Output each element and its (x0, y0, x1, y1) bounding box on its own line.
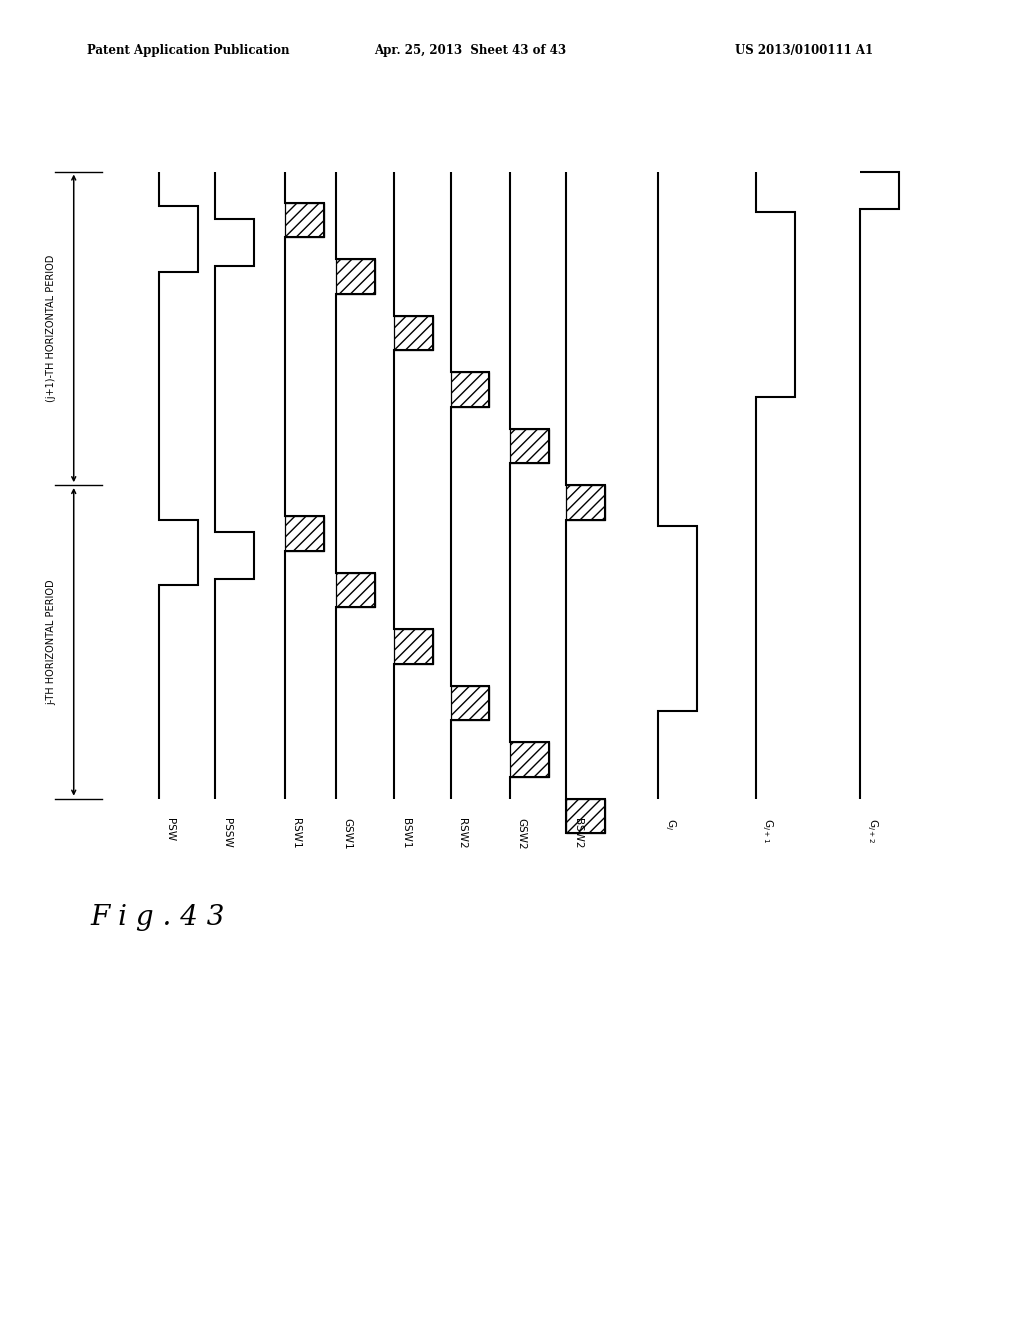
Text: F i g . 4 3: F i g . 4 3 (90, 904, 224, 931)
Text: j-TH HORIZONTAL PERIOD: j-TH HORIZONTAL PERIOD (46, 579, 56, 705)
Bar (451, 686, 489, 721)
Text: Patent Application Publication: Patent Application Publication (87, 44, 290, 57)
Text: Apr. 25, 2013  Sheet 43 of 43: Apr. 25, 2013 Sheet 43 of 43 (374, 44, 566, 57)
Bar (285, 516, 324, 550)
Bar (394, 630, 433, 664)
Bar (451, 686, 489, 721)
Text: G$_j$: G$_j$ (663, 818, 677, 830)
Bar (336, 260, 375, 294)
Text: GSW1: GSW1 (343, 818, 352, 850)
Bar (336, 573, 375, 607)
Text: G$_{j+1}$: G$_{j+1}$ (760, 818, 774, 843)
Text: PSW: PSW (166, 818, 175, 842)
Bar (336, 260, 375, 294)
Text: RSW1: RSW1 (292, 818, 301, 849)
Bar (510, 429, 549, 463)
Bar (285, 516, 324, 550)
Bar (394, 315, 433, 350)
Text: PSSW: PSSW (222, 818, 231, 849)
Bar (566, 484, 605, 520)
Bar (510, 742, 549, 776)
Bar (510, 429, 549, 463)
Bar (285, 203, 324, 238)
Bar (510, 742, 549, 776)
Text: GSW2: GSW2 (517, 818, 526, 850)
Bar (451, 372, 489, 407)
Text: (j+1)-TH HORIZONTAL PERIOD: (j+1)-TH HORIZONTAL PERIOD (46, 255, 56, 403)
Bar (566, 484, 605, 520)
Bar (566, 799, 605, 833)
Text: RSW2: RSW2 (458, 818, 467, 849)
Bar (394, 315, 433, 350)
Bar (394, 630, 433, 664)
Bar (566, 799, 605, 833)
Text: BSW1: BSW1 (401, 818, 411, 849)
Bar (336, 573, 375, 607)
Text: BSW2: BSW2 (573, 818, 583, 849)
Text: US 2013/0100111 A1: US 2013/0100111 A1 (735, 44, 873, 57)
Bar (285, 203, 324, 238)
Text: G$_{j+2}$: G$_{j+2}$ (864, 818, 879, 843)
Bar (451, 372, 489, 407)
